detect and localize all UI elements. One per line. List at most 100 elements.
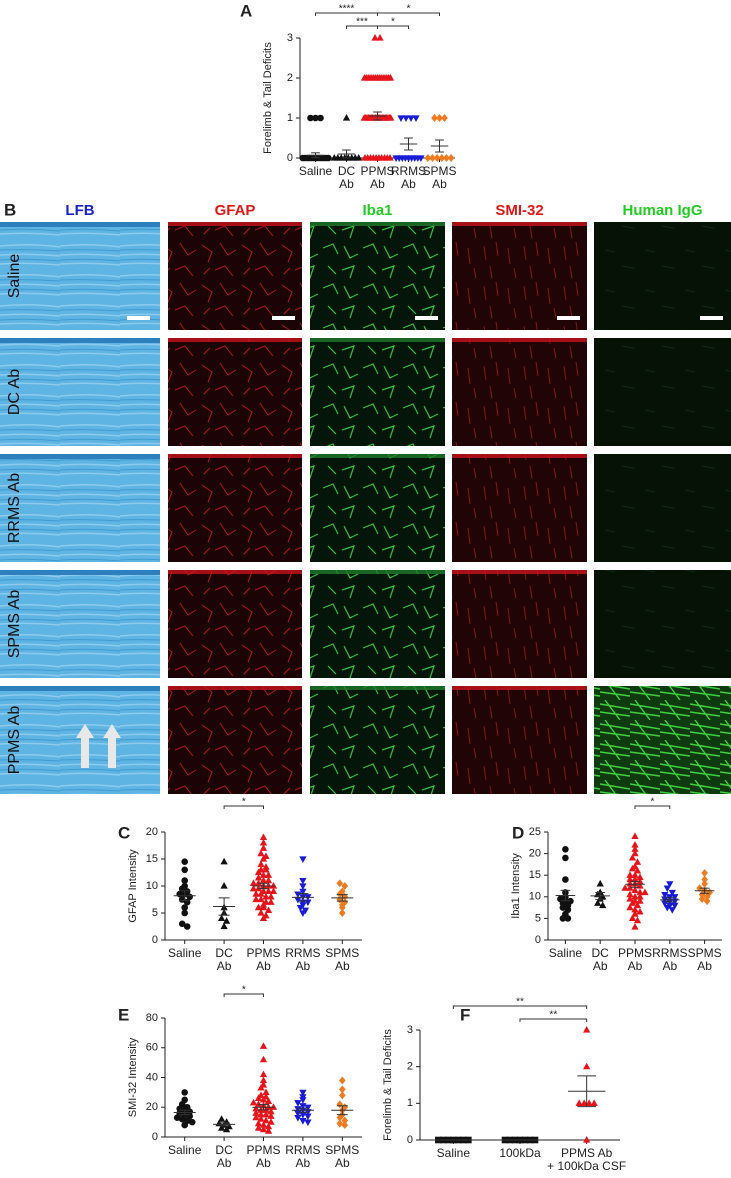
data-point <box>181 1121 188 1129</box>
data-point <box>252 1113 260 1121</box>
data-point <box>186 893 193 901</box>
micrograph <box>168 338 302 446</box>
x-tick-label: DC Ab <box>337 164 356 191</box>
y-axis-title: GFAP Intensity <box>127 849 139 923</box>
y-tick-label: 20 <box>529 848 541 860</box>
data-point <box>299 1089 307 1097</box>
column-header: Iba1 <box>362 202 392 219</box>
significance-bracket <box>634 805 671 809</box>
data-point <box>259 838 268 846</box>
data-point <box>564 915 572 922</box>
data-point <box>559 904 567 911</box>
y-tick-label: 3 <box>287 32 293 44</box>
data-point <box>181 909 188 917</box>
data-point <box>307 114 314 122</box>
y-tick-label: 20 <box>146 1101 158 1113</box>
data-point <box>299 888 307 896</box>
data-point <box>299 1097 307 1104</box>
data-point <box>259 844 268 851</box>
data-point <box>443 154 450 162</box>
tissue-edge <box>310 454 445 458</box>
data-point <box>264 871 273 878</box>
data-point <box>257 1115 265 1122</box>
significance-label: * <box>391 17 395 28</box>
y-tick-label: 2 <box>287 72 293 84</box>
data-point <box>636 907 644 915</box>
data-point <box>336 1113 344 1122</box>
significance-label: *** <box>356 17 368 28</box>
data-point <box>296 904 305 912</box>
data-point <box>267 1118 275 1125</box>
x-tick-label: SPMS Ab <box>687 946 722 973</box>
data-point <box>626 903 634 911</box>
tissue-edge <box>0 686 160 691</box>
arrow <box>76 724 94 768</box>
data-point <box>436 114 443 122</box>
data-point <box>636 897 644 904</box>
data-point <box>262 1116 270 1124</box>
data-point <box>299 883 307 890</box>
data-point <box>299 877 307 885</box>
data-point <box>438 154 446 162</box>
x-tick-label: PPMS Ab <box>246 1143 281 1170</box>
data-point <box>633 916 642 924</box>
data-point <box>594 899 602 906</box>
y-tick-label: 3 <box>407 1024 413 1036</box>
micrograph <box>168 570 302 678</box>
significance-label: ** <box>516 997 524 1008</box>
arrows <box>76 724 121 768</box>
data-point <box>631 923 639 930</box>
x-tick-label: Saline <box>168 1143 202 1157</box>
x-tick-label: PPMS Ab <box>246 946 281 973</box>
row-label: RRMS Ab <box>6 473 23 543</box>
data-point <box>257 890 265 897</box>
data-point <box>252 890 260 897</box>
data-point <box>631 892 639 900</box>
data-point <box>259 1121 268 1128</box>
y-tick-label: 60 <box>146 1042 158 1054</box>
data-point <box>342 114 351 121</box>
data-point <box>264 906 273 913</box>
micrograph <box>0 454 160 562</box>
data-point <box>312 114 319 122</box>
data-point <box>267 1112 275 1119</box>
significance-bracket <box>519 1018 588 1022</box>
data-point <box>183 923 191 930</box>
data-point <box>431 114 438 122</box>
significance-label: * <box>407 4 411 15</box>
data-point <box>628 914 637 922</box>
data-point <box>668 889 676 897</box>
data-point <box>252 895 260 903</box>
data-point <box>254 879 263 886</box>
data-point <box>626 879 634 887</box>
data-point <box>559 915 567 922</box>
y-tick-label: 80 <box>146 1012 158 1024</box>
data-point <box>264 1097 273 1104</box>
data-point <box>269 882 278 889</box>
x-tick-label: SPMS Ab <box>325 946 360 973</box>
data-point <box>249 879 258 886</box>
data-point <box>621 884 629 891</box>
micrograph <box>594 570 731 678</box>
data-point <box>220 857 228 865</box>
data-point <box>631 841 639 848</box>
data-point <box>339 1076 346 1085</box>
tissue-edge <box>168 686 302 690</box>
micrograph <box>310 454 445 562</box>
data-point <box>631 910 639 917</box>
data-point <box>633 901 642 909</box>
data-point <box>386 74 395 81</box>
row-label: Saline <box>6 254 23 299</box>
scale-bar <box>557 316 580 320</box>
panel-letter: A <box>240 1 252 20</box>
data-point <box>257 1110 265 1118</box>
data-point <box>636 877 644 885</box>
data-point <box>267 892 275 900</box>
data-point <box>264 887 273 895</box>
x-tick-label: RRMS Ab <box>285 946 321 973</box>
tissue-edge <box>452 570 587 574</box>
data-point <box>626 884 634 891</box>
significance-bracket <box>452 1005 588 1009</box>
x-tick-label: Saline <box>168 946 202 960</box>
